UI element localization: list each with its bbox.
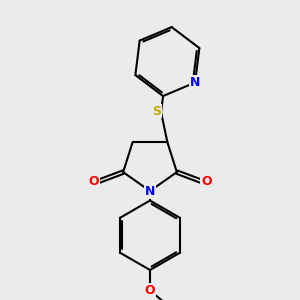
Text: N: N bbox=[145, 185, 155, 198]
Text: O: O bbox=[145, 284, 155, 297]
Text: O: O bbox=[201, 175, 211, 188]
Text: S: S bbox=[152, 105, 161, 118]
Text: O: O bbox=[88, 175, 99, 188]
Text: N: N bbox=[190, 76, 200, 89]
